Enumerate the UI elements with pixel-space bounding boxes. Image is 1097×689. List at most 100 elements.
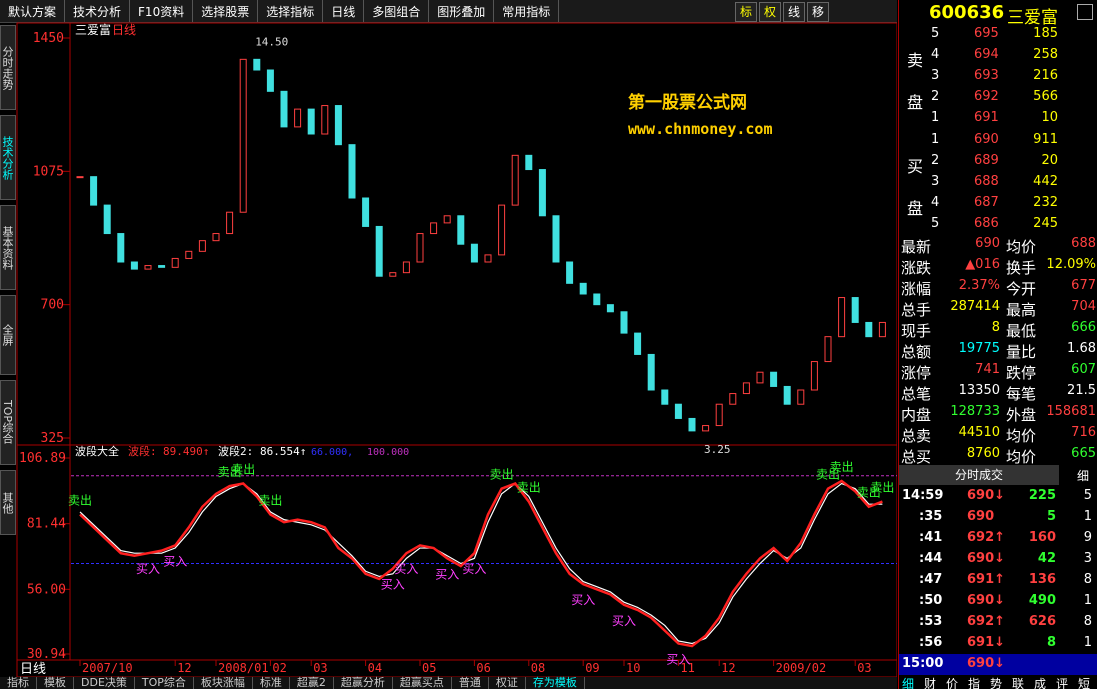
side-tab[interactable]: TOP综合 — [0, 380, 16, 465]
tool-button[interactable]: 标 — [735, 2, 757, 22]
stat-label: 现手 — [901, 322, 932, 340]
stat-value: 19775 — [958, 341, 1000, 356]
panel-tab[interactable]: 短 — [1078, 677, 1091, 689]
panel-tab[interactable]: 成 — [1034, 677, 1047, 689]
tick-volume: 160 — [1028, 530, 1056, 545]
x-tick-label: 12 — [721, 661, 735, 675]
stock-code: 600636 — [929, 2, 1005, 23]
bottom-tab[interactable]: TOP综合 — [135, 677, 194, 689]
menu-item[interactable]: 常用指标 — [494, 0, 560, 22]
candle — [715, 403, 723, 427]
stat-value: 287414 — [950, 299, 1000, 314]
volume: 566 — [1033, 89, 1058, 104]
panel-tab[interactable]: 势 — [990, 677, 1003, 689]
x-tick-label: 04 — [368, 661, 382, 675]
tick-highlight — [899, 654, 1097, 675]
volume: 232 — [1033, 195, 1058, 210]
candle — [593, 293, 601, 306]
panel-tab[interactable]: 指 — [968, 677, 981, 689]
panel-tab[interactable]: 评 — [1056, 677, 1069, 689]
level: 2 — [931, 153, 940, 168]
side-tab[interactable]: 全屏 — [0, 295, 16, 375]
candle — [158, 265, 166, 268]
tick-count: 1 — [1083, 593, 1092, 608]
stat-value: 665 — [1071, 446, 1096, 461]
stat-value: 12.09% — [1046, 257, 1096, 272]
bottom-tab[interactable]: DDE决策 — [74, 677, 135, 689]
close-icon[interactable] — [1077, 4, 1093, 20]
menu-item[interactable]: F10资料 — [130, 0, 194, 22]
price: 692 — [974, 89, 999, 104]
side-tab[interactable]: 技术分析 — [0, 115, 16, 200]
candle — [579, 282, 587, 295]
ticks-tab[interactable]: 细 — [1077, 469, 1090, 483]
side-tab[interactable]: 基本资料 — [0, 205, 16, 290]
candle — [810, 361, 818, 391]
stat-label: 涨停 — [901, 364, 932, 382]
ticks-title: 分时成交 — [899, 465, 1059, 485]
x-tick-label: 08 — [531, 661, 545, 675]
bottom-tab[interactable]: 超赢买点 — [393, 677, 452, 689]
price: 691 — [974, 110, 999, 125]
tool-button[interactable]: 移 — [807, 2, 829, 22]
menu-item[interactable]: 选择股票 — [193, 0, 259, 22]
bottom-tab[interactable]: 权证 — [489, 677, 526, 689]
tick-count: 3 — [1083, 551, 1092, 566]
candle — [511, 154, 519, 206]
candle — [430, 222, 438, 235]
book-label: 卖 — [907, 51, 924, 70]
side-tab[interactable]: 分时走势 — [0, 25, 16, 110]
panel-tab[interactable]: 价 — [946, 677, 959, 689]
panel-tab[interactable]: 联 — [1012, 677, 1025, 689]
menu-item[interactable]: 选择指标 — [258, 0, 324, 22]
menu-item[interactable]: 日线 — [323, 0, 365, 22]
menu-item[interactable]: 多图组合 — [364, 0, 430, 22]
candle — [171, 257, 179, 268]
bottom-tab[interactable]: 超赢分析 — [334, 677, 393, 689]
candle — [307, 108, 315, 135]
price: 695 — [974, 26, 999, 41]
signal: 买入 — [381, 578, 405, 592]
volume: 10 — [1041, 110, 1058, 125]
stat-value: 666 — [1071, 320, 1096, 335]
candle — [402, 261, 410, 274]
bottom-tab[interactable]: 模板 — [37, 677, 74, 689]
signal: 卖出 — [490, 468, 514, 482]
bottom-tab[interactable]: 指标 — [0, 677, 37, 689]
signal: 买入 — [612, 614, 636, 628]
candle — [674, 403, 682, 419]
level: 5 — [931, 216, 940, 231]
tool-button[interactable]: 权 — [759, 2, 781, 22]
stat-value: 44510 — [958, 425, 1000, 440]
candle — [266, 69, 274, 92]
stat-value: 13350 — [958, 383, 1000, 398]
tick-time: :50 — [919, 593, 943, 608]
candle — [294, 108, 302, 128]
bottom-tab[interactable]: 标准 — [253, 677, 290, 689]
menu-item[interactable]: 技术分析 — [65, 0, 131, 22]
signal: 买入 — [462, 562, 486, 576]
side-tab[interactable]: 其他 — [0, 470, 16, 535]
stat-value: 607 — [1071, 362, 1096, 377]
panel-tab[interactable]: 细 — [902, 677, 915, 689]
stock-name: 三爱富 — [1007, 8, 1058, 28]
candle — [362, 197, 370, 227]
stat-value: 741 — [975, 362, 1000, 377]
x-tick-label: 03 — [857, 661, 871, 675]
y-tick-label: 56.00 — [27, 582, 66, 597]
stat-value: 128733 — [950, 404, 1000, 419]
candle — [334, 105, 342, 146]
quote-panel: 600636 三爱富 5 695 185 4 694 258 3 693 216 2 692 566 1 69… — [898, 0, 1097, 689]
bottom-tab[interactable]: 超赢2 — [290, 677, 334, 689]
level: 1 — [931, 132, 940, 147]
candle — [416, 233, 424, 263]
bottom-tab[interactable]: 板块涨幅 — [194, 677, 253, 689]
candle — [280, 90, 288, 128]
panel-tab[interactable]: 财 — [924, 677, 937, 689]
tool-button[interactable]: 线 — [783, 2, 805, 22]
bottom-tab[interactable]: 普通 — [452, 677, 489, 689]
bottom-tab[interactable]: 存为模板 — [526, 677, 585, 689]
menu-item[interactable]: 默认方案 — [0, 0, 66, 22]
menu-item[interactable]: 图形叠加 — [429, 0, 495, 22]
candle — [797, 389, 805, 405]
